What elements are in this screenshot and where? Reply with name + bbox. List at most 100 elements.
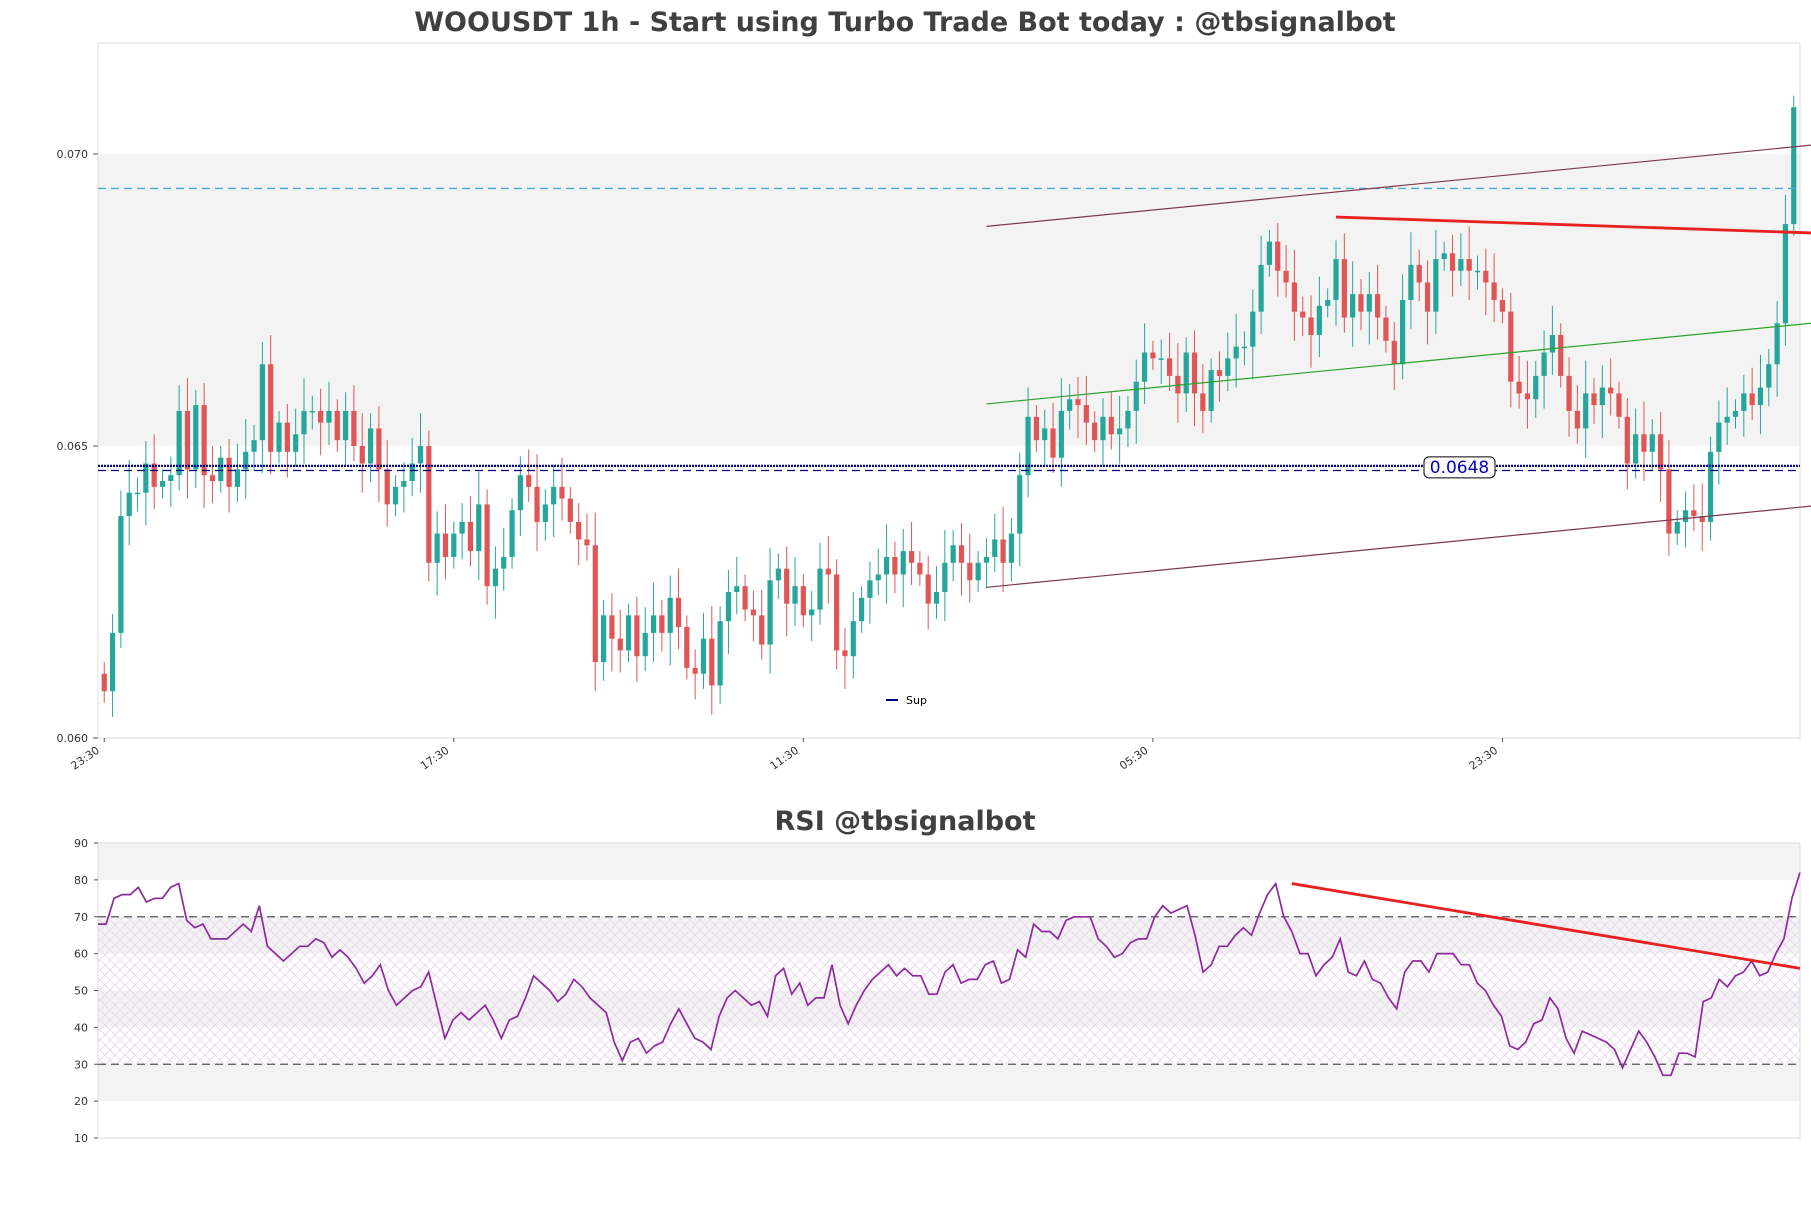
candle-body: [159, 481, 166, 487]
x-tick-label: 17:30: [418, 744, 451, 773]
candle-body: [1308, 317, 1314, 336]
candle-body: [859, 597, 865, 622]
candle-body: [759, 615, 765, 645]
candle-body: [1791, 107, 1797, 225]
y-tick-label: 0.065: [57, 440, 89, 453]
candle-body: [184, 410, 191, 470]
candle-body: [983, 556, 990, 563]
candle-body: [1017, 475, 1023, 534]
candle-body: [1741, 393, 1747, 411]
candle-body: [501, 556, 507, 569]
candle-body: [1782, 224, 1789, 324]
candle-body: [684, 627, 690, 668]
shaded-band: [98, 153, 1800, 446]
candle-body: [1732, 410, 1739, 417]
candle-body: [1491, 282, 1497, 300]
candle-body: [376, 428, 382, 470]
x-tick-label: 23:30: [69, 744, 102, 773]
candle-body: [218, 457, 224, 482]
candle-body: [542, 504, 548, 522]
candle-body: [1558, 335, 1564, 376]
candle-body: [1258, 264, 1264, 312]
candle-body: [1591, 393, 1597, 406]
candle-body: [1042, 428, 1048, 441]
candle-body: [800, 586, 806, 616]
rsi-hatched-zone: [98, 916, 1800, 1065]
candle-body: [817, 568, 823, 610]
candle-body: [176, 410, 182, 476]
candle-body: [1341, 259, 1347, 318]
plot-frame: [97, 42, 1801, 739]
candle-body: [933, 591, 940, 604]
candle-body: [709, 638, 715, 686]
y-tick-label: 0.060: [57, 732, 89, 745]
candle-body: [467, 521, 474, 552]
candle-body: [417, 445, 424, 464]
candle-body: [675, 597, 682, 628]
candle-body: [426, 445, 432, 563]
legend-label: Sup: [906, 694, 927, 707]
candle-body: [1474, 270, 1481, 273]
candle-body: [1266, 241, 1273, 265]
candle-body: [1117, 428, 1123, 435]
candle-body: [875, 574, 881, 581]
candle-body: [1300, 311, 1306, 318]
candle-body: [742, 586, 748, 610]
candle-body: [401, 481, 407, 487]
x-tick-label: 05:30: [1117, 744, 1150, 773]
candle-body: [992, 539, 998, 557]
candle-body: [301, 410, 307, 435]
candle-body: [1433, 259, 1439, 312]
candle-body: [925, 574, 931, 604]
candle-body: [1383, 317, 1389, 341]
candle-body: [1449, 253, 1456, 271]
candle-body: [1616, 393, 1622, 417]
candle-body: [775, 568, 781, 581]
candle-body: [892, 556, 898, 575]
candle-body: [942, 562, 948, 592]
candle-body: [1100, 416, 1106, 441]
candle-body: [908, 551, 915, 563]
candle-body: [1150, 352, 1156, 359]
rsi-band: [98, 1064, 1800, 1102]
trendline-channel-bottom: [986, 505, 1811, 588]
trendline-channel-mid: [986, 322, 1811, 405]
rsi-panel: 10 20 30 40 50 60 70 80 90: [74, 837, 1801, 1145]
candle-body: [484, 504, 490, 587]
rsi-y-tick-label: 20: [74, 1095, 88, 1108]
candle-body: [1682, 510, 1689, 522]
candle-body: [476, 504, 482, 552]
candle-body: [359, 445, 365, 464]
candle-body: [309, 410, 315, 413]
candle-body: [201, 405, 207, 476]
candle-body: [1325, 299, 1331, 306]
candle-body: [1766, 364, 1772, 388]
candle-body: [526, 475, 532, 487]
candle-body: [767, 580, 773, 645]
candle-body: [134, 492, 141, 495]
candle-body: [1516, 381, 1522, 394]
x-tick-label: 11:30: [768, 744, 801, 773]
candle-body: [367, 428, 374, 464]
candle-body: [1524, 393, 1531, 400]
candle-body: [1716, 422, 1722, 452]
candle-body: [276, 422, 282, 452]
candle-body: [1624, 416, 1630, 464]
candle-body: [1350, 294, 1356, 318]
x-tick-label: 23:30: [1467, 744, 1500, 773]
candle-body: [259, 364, 265, 441]
candle-body: [1583, 393, 1589, 429]
candle-body: [1291, 282, 1297, 312]
rsi-line: [98, 872, 1801, 1077]
candle-body: [1000, 539, 1006, 563]
candle-body: [900, 551, 906, 575]
candle-body: [1375, 294, 1381, 318]
candle-body: [1774, 323, 1780, 365]
candle-body: [509, 510, 515, 557]
candle-body: [1183, 352, 1189, 394]
candle-body: [226, 457, 232, 487]
candle-body: [867, 580, 873, 598]
candle-body: [1050, 428, 1056, 458]
candle-body: [809, 609, 815, 616]
